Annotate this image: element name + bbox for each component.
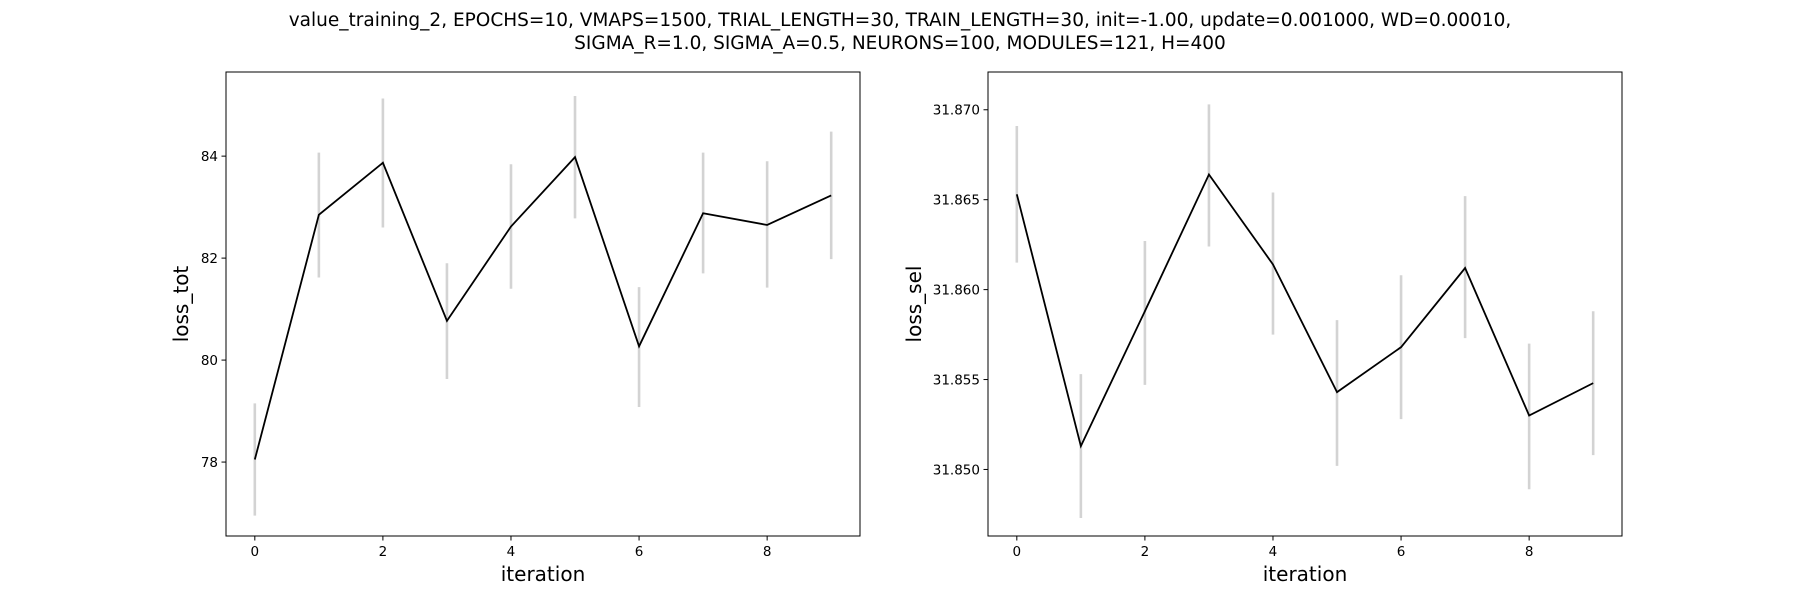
y-tick-label: 31.850	[933, 462, 980, 478]
chart-2: 0 2 4 6 8 31.850 31.855 31.860 31.865 31.870 itera…	[902, 71, 1623, 586]
plot-frame	[987, 71, 1623, 537]
y-axis-label: loss_tot	[169, 266, 193, 343]
x-axis-label: iteration	[501, 562, 586, 586]
x-tick-label: 6	[1397, 544, 1406, 560]
y-tick-label: 31.855	[933, 372, 980, 388]
y-axis-label: loss_sel	[902, 266, 926, 343]
figure-title-line-2: SIGMA_R=1.0, SIGMA_A=0.5, NEURONS=100, M…	[574, 33, 1226, 54]
y-tick-label: 78	[201, 455, 218, 471]
y-tick-label: 31.870	[933, 103, 980, 119]
x-tick-label: 6	[635, 544, 644, 560]
x-tick-label: 8	[763, 544, 772, 560]
series-line	[253, 155, 832, 460]
y-tick-label: 80	[201, 353, 218, 369]
x-tick-label: 0	[251, 544, 260, 560]
chart-1: 0 2 4 6 8 78 80 82 84 iteration loss_tot	[169, 71, 861, 586]
plot-frame	[225, 71, 861, 537]
x-tick-label: 0	[1013, 544, 1022, 560]
x-tick-label: 8	[1525, 544, 1534, 560]
x-tick-label: 2	[1141, 544, 1150, 560]
figure-title: value_training_2, EPOCHS=10, VMAPS=1500,…	[0, 9, 1800, 55]
x-tick-label: 4	[1269, 544, 1278, 560]
x-tick-label: 4	[507, 544, 516, 560]
figure-title-line-1: value_training_2, EPOCHS=10, VMAPS=1500,…	[288, 10, 1512, 31]
y-tick-label: 31.860	[933, 282, 980, 298]
x-tick-label: 2	[379, 544, 388, 560]
x-axis-label: iteration	[1263, 562, 1348, 586]
y-tick-label: 82	[201, 251, 218, 267]
series-line	[1015, 172, 1594, 449]
y-tick-label: 84	[201, 149, 218, 165]
y-tick-label: 31.865	[933, 192, 980, 208]
